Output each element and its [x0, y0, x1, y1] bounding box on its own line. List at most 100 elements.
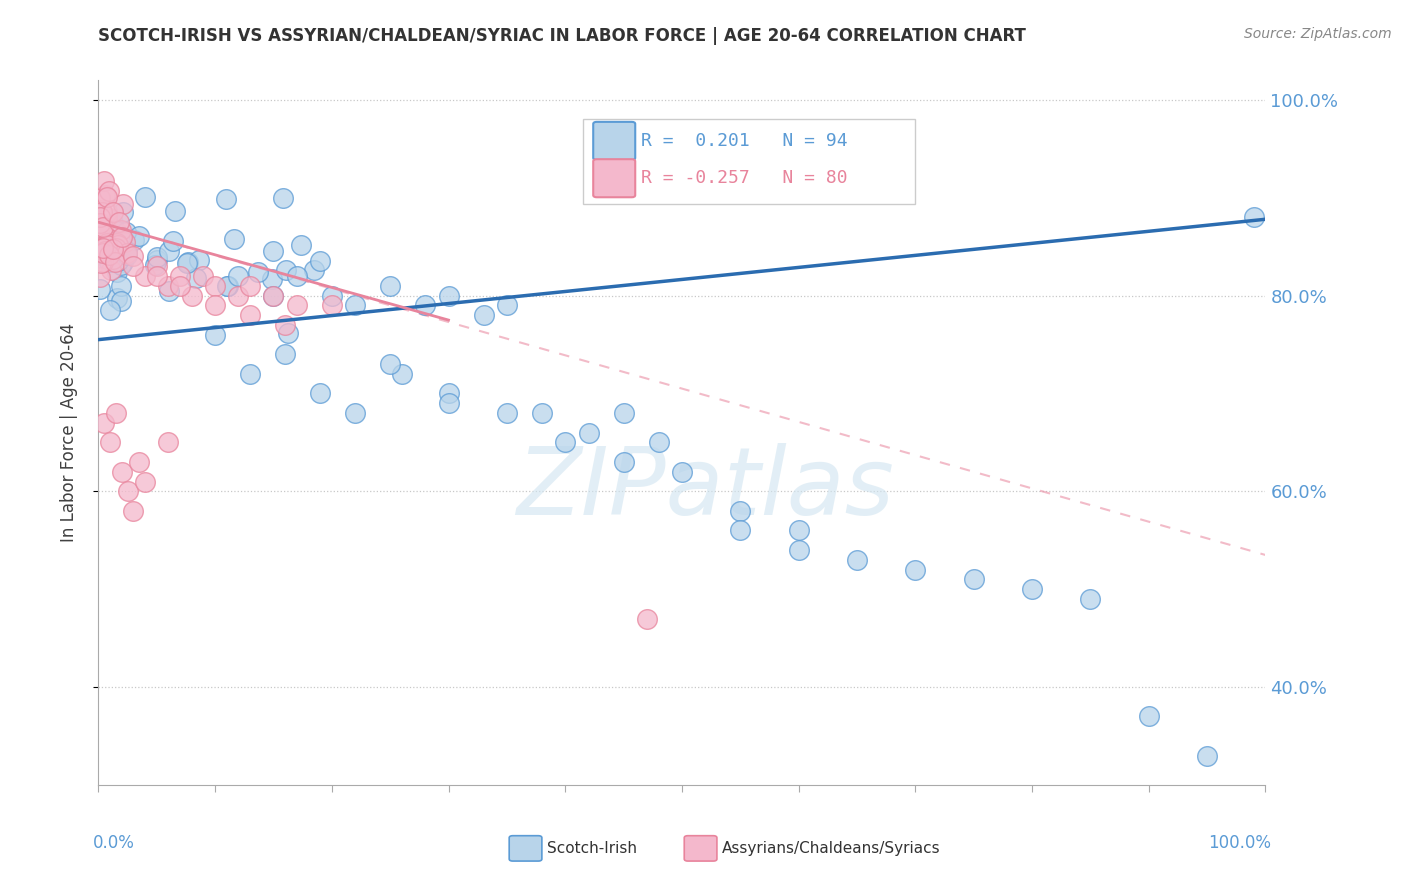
Point: [217, 279, 239, 293]
Point: [613, 455, 636, 469]
Text: Assyrians/Chaldeans/Syriacs: Assyrians/Chaldeans/Syriacs: [721, 841, 941, 856]
Point: [496, 406, 519, 420]
Point: [437, 386, 460, 401]
Point: [302, 262, 325, 277]
Point: [111, 205, 134, 219]
Point: [90, 234, 112, 248]
Point: [110, 223, 132, 237]
Point: [111, 465, 134, 479]
Point: [114, 225, 136, 239]
Point: [89, 219, 111, 234]
Point: [162, 234, 184, 248]
Point: [122, 259, 145, 273]
Point: [89, 218, 111, 232]
FancyBboxPatch shape: [509, 836, 541, 861]
Point: [91, 220, 114, 235]
Point: [239, 367, 262, 381]
Point: [89, 240, 111, 254]
Y-axis label: In Labor Force | Age 20-64: In Labor Force | Age 20-64: [59, 323, 77, 542]
Point: [104, 255, 127, 269]
Point: [1243, 211, 1265, 225]
Point: [101, 205, 124, 219]
Point: [98, 184, 121, 198]
Point: [98, 254, 121, 268]
Point: [380, 357, 402, 371]
Point: [89, 202, 111, 217]
Point: [321, 288, 343, 302]
Point: [110, 293, 132, 308]
Point: [1080, 592, 1102, 607]
Point: [239, 308, 262, 322]
Point: [89, 210, 111, 224]
Point: [134, 475, 156, 489]
Point: [93, 233, 115, 247]
Point: [93, 416, 115, 430]
Point: [94, 228, 117, 243]
Point: [496, 298, 519, 312]
Point: [96, 210, 118, 224]
Point: [163, 204, 186, 219]
Point: [578, 425, 600, 440]
Point: [215, 279, 238, 293]
Point: [94, 233, 117, 247]
Point: [285, 268, 308, 283]
Point: [93, 237, 115, 252]
Point: [117, 245, 139, 260]
Point: [1195, 748, 1218, 763]
Point: [187, 252, 209, 267]
Point: [93, 237, 115, 252]
Point: [157, 278, 180, 293]
Point: [105, 254, 128, 268]
Point: [89, 282, 111, 296]
Point: [260, 271, 283, 285]
Point: [277, 326, 299, 340]
Point: [89, 242, 111, 256]
Point: [413, 298, 436, 312]
Point: [1137, 709, 1160, 723]
Point: [128, 229, 150, 244]
Point: [309, 253, 332, 268]
Point: [103, 242, 125, 256]
Point: [91, 241, 114, 255]
Point: [290, 237, 312, 252]
Point: [89, 234, 111, 248]
Point: [184, 270, 207, 285]
Point: [89, 216, 111, 230]
Point: [180, 288, 202, 302]
Point: [204, 278, 226, 293]
Point: [89, 243, 111, 257]
Point: [105, 224, 128, 238]
Point: [262, 288, 284, 302]
Point: [98, 244, 121, 258]
Point: [93, 234, 115, 248]
Point: [472, 308, 495, 322]
Point: [96, 236, 118, 251]
Point: [146, 259, 169, 273]
Point: [530, 406, 553, 420]
FancyBboxPatch shape: [582, 119, 915, 203]
Point: [671, 465, 693, 479]
Point: [204, 327, 226, 342]
Point: [787, 524, 810, 538]
Point: [98, 435, 121, 450]
Point: [105, 291, 128, 305]
Text: SCOTCH-IRISH VS ASSYRIAN/CHALDEAN/SYRIAC IN LABOR FORCE | AGE 20-64 CORRELATION : SCOTCH-IRISH VS ASSYRIAN/CHALDEAN/SYRIAC…: [98, 27, 1026, 45]
Point: [89, 244, 111, 258]
Point: [262, 288, 284, 302]
Point: [98, 246, 121, 260]
Point: [962, 573, 984, 587]
Point: [222, 232, 245, 246]
Point: [134, 268, 156, 283]
Point: [89, 246, 111, 260]
FancyBboxPatch shape: [593, 159, 636, 197]
Point: [787, 543, 810, 558]
Point: [193, 268, 215, 283]
Point: [613, 406, 636, 420]
Point: [176, 256, 198, 270]
Point: [157, 284, 180, 298]
Point: [321, 298, 343, 312]
Point: [169, 268, 191, 283]
Text: R = -0.257   N = 80: R = -0.257 N = 80: [641, 169, 848, 187]
Point: [93, 245, 115, 260]
FancyBboxPatch shape: [593, 122, 636, 160]
